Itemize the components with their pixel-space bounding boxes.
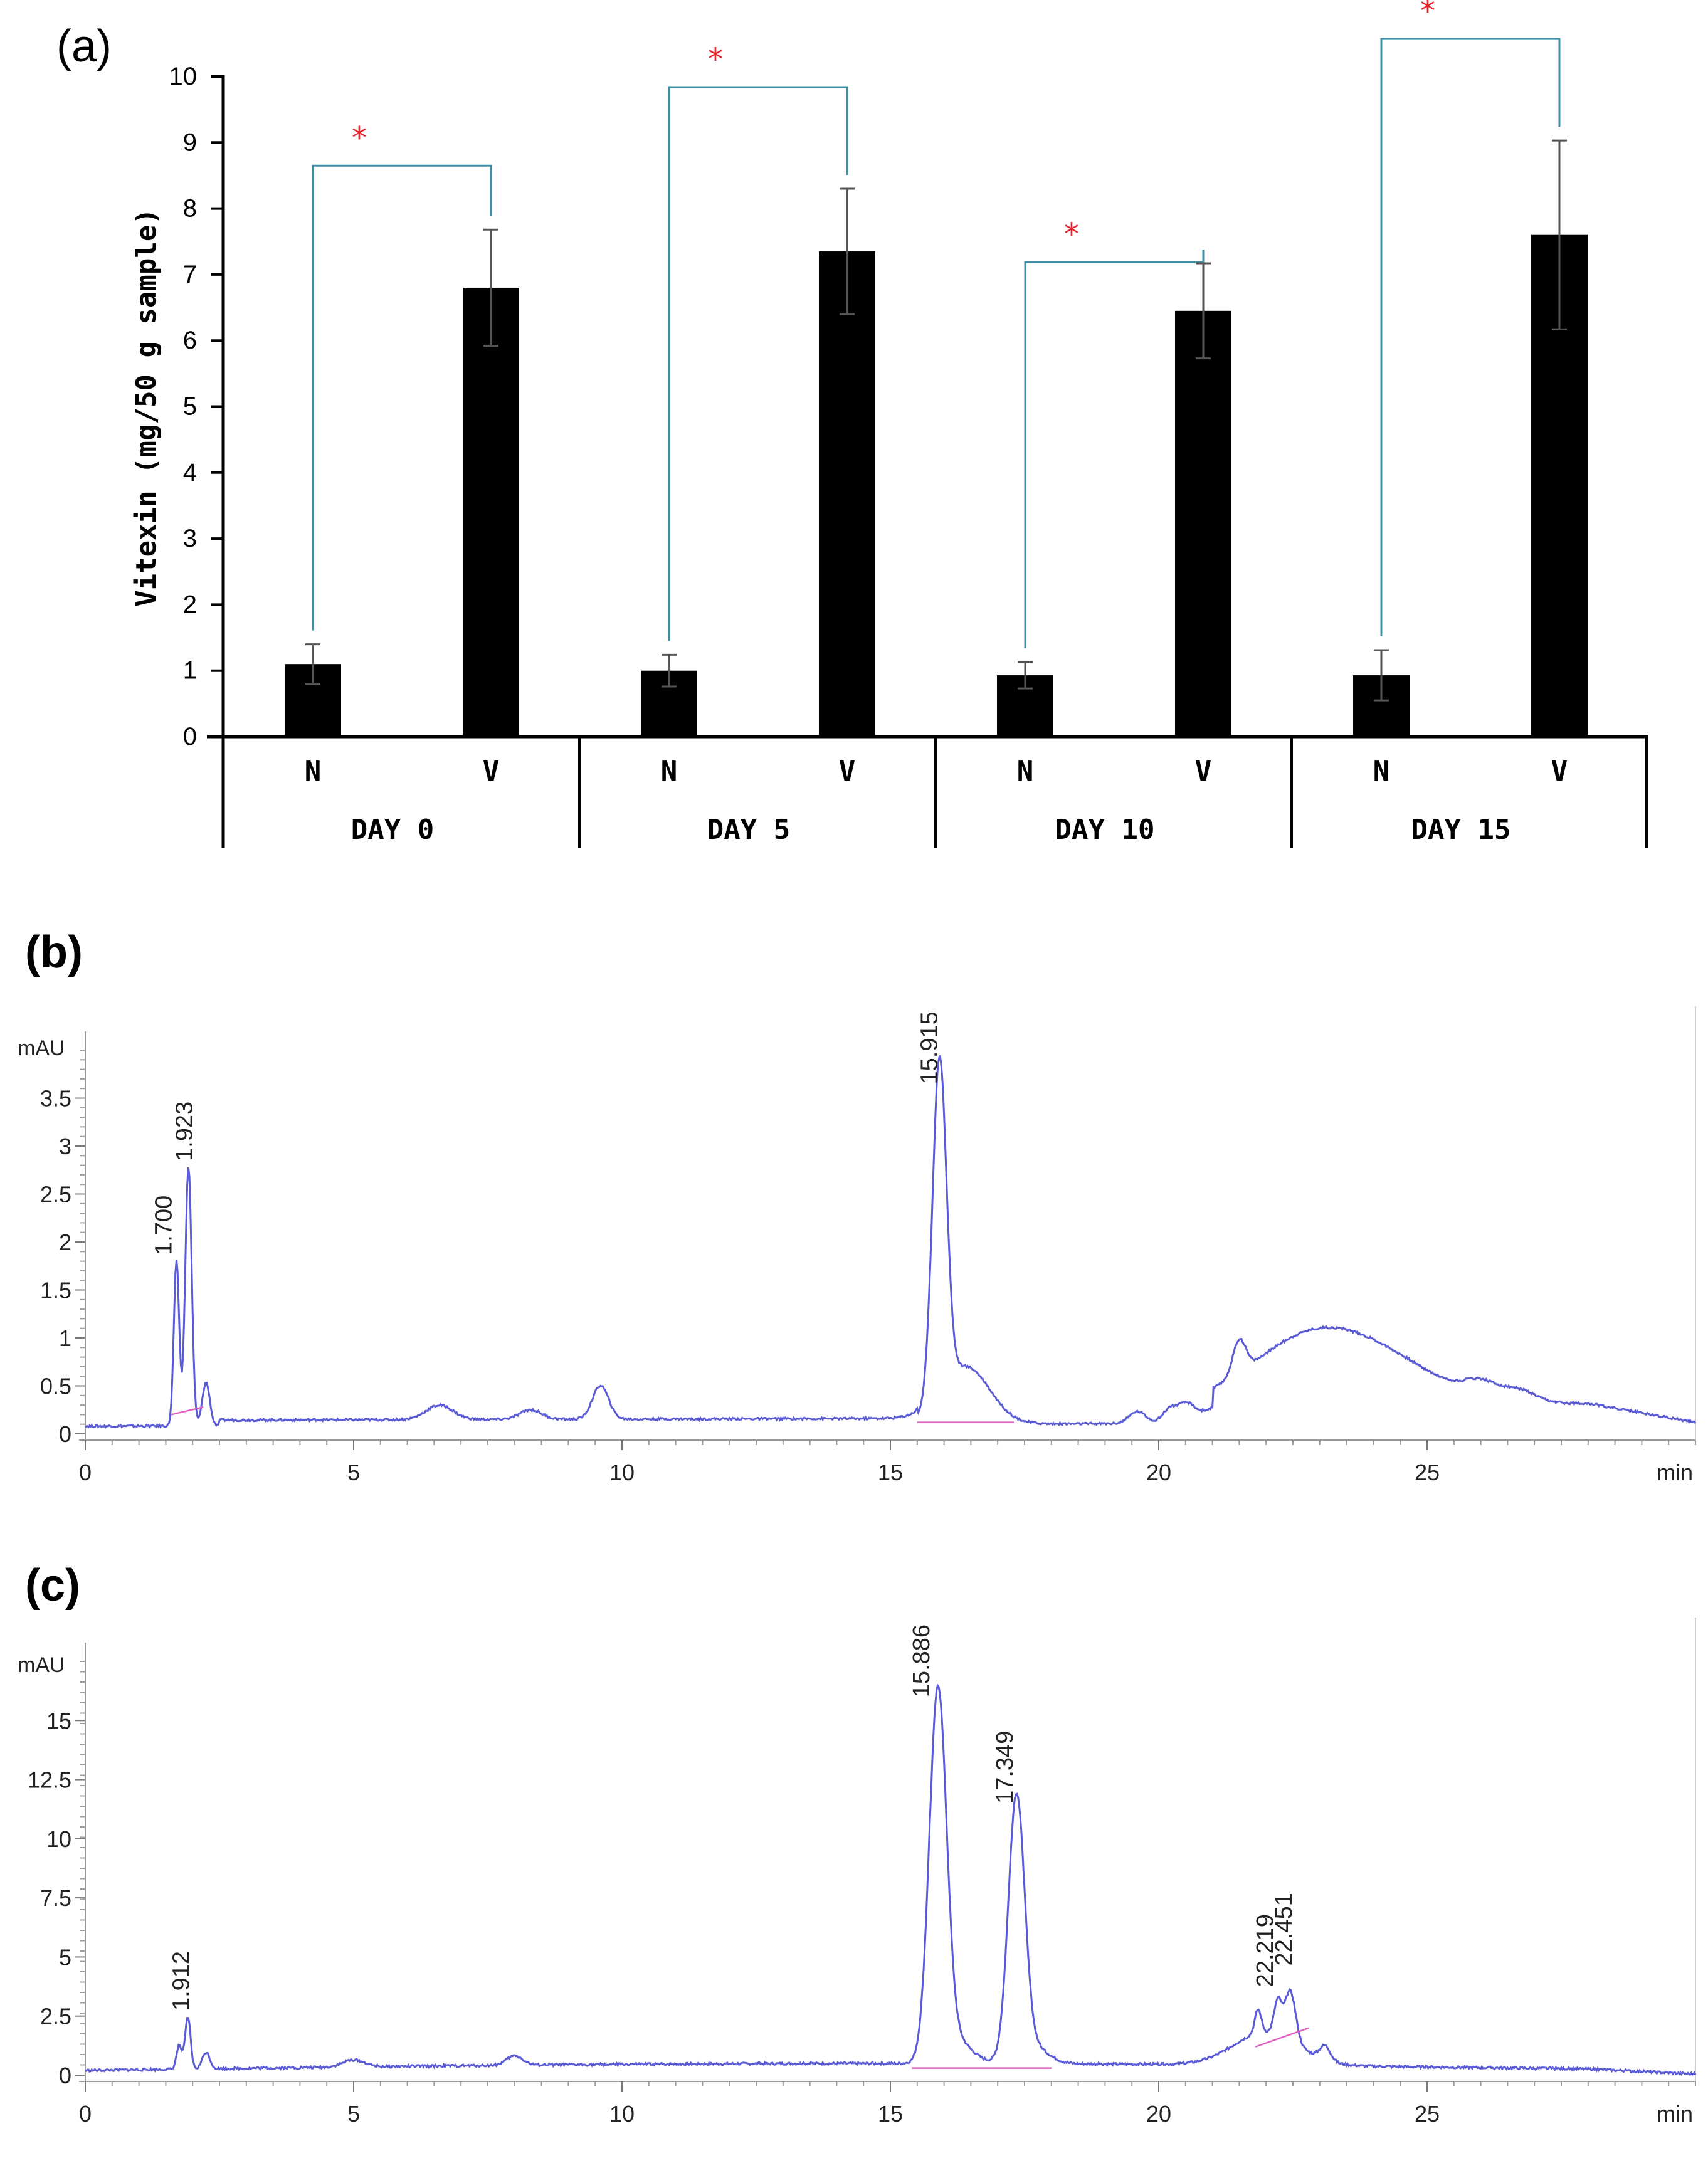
x-group-label: DAY 5 xyxy=(707,814,790,846)
panel-c-label: (c) xyxy=(25,1560,80,1611)
significance-bracket xyxy=(312,164,492,631)
x-tick-label: 10 xyxy=(609,2101,635,2127)
peak-retention-label: 15.886 xyxy=(909,1624,935,1697)
significance-marker: * xyxy=(351,120,369,155)
x-tick-label: 10 xyxy=(609,1460,635,1485)
peak-retention-label: 1.700 xyxy=(151,1196,177,1255)
x-group-label: DAY 0 xyxy=(351,814,434,846)
y-tick-label: 2 xyxy=(183,591,197,618)
y-tick-label: 0 xyxy=(59,1421,71,1447)
y-tick-label: 3 xyxy=(183,525,197,552)
bar-v-day-10 xyxy=(1175,310,1231,737)
y-axis-label: Vitexin (mg/50 g sample) xyxy=(130,208,162,607)
y-tick-label: 3.5 xyxy=(40,1086,71,1112)
y-tick-label: 4 xyxy=(183,459,197,487)
y-tick-label: 0 xyxy=(59,2063,71,2088)
y-tick-label: 15 xyxy=(46,1708,71,1734)
y-tick-label: 2.5 xyxy=(40,2004,71,2029)
peak-retention-label: 22.219 xyxy=(1252,1914,1278,1987)
x-tick-label: 20 xyxy=(1146,1460,1171,1485)
bar-v-day-0 xyxy=(463,287,519,737)
panel-b-y-unit: mAU xyxy=(18,1036,65,1060)
panel-c-y-unit: mAU xyxy=(18,1653,65,1677)
x-group-label: DAY 10 xyxy=(1055,814,1155,846)
panel-a-label: (a) xyxy=(56,21,112,71)
significance-marker: * xyxy=(1419,0,1437,29)
significance-bracket xyxy=(1380,38,1561,637)
y-tick-label: 10 xyxy=(46,1826,71,1852)
x-category-label: V xyxy=(1551,755,1568,787)
y-tick-label: 1 xyxy=(59,1325,71,1351)
y-tick-label: 8 xyxy=(183,195,197,223)
x-tick-label: 5 xyxy=(347,1460,360,1485)
y-tick-label: 7.5 xyxy=(40,1885,71,1911)
x-tick-label: 0 xyxy=(79,2101,92,2127)
x-tick-label: 0 xyxy=(79,1460,92,1485)
y-tick-label: 12.5 xyxy=(28,1767,71,1793)
bar-v-day-5 xyxy=(819,251,875,737)
x-tick-label: 15 xyxy=(878,2101,903,2127)
integration-baseline xyxy=(171,1406,204,1416)
y-tick-label: 1.5 xyxy=(40,1278,71,1303)
bar-chart-panel: (a) Vitexin (mg/50 g sample) 0 1 2 3 4 5 6 7 8 9 1… xyxy=(56,0,1648,848)
x-category-label: V xyxy=(1195,755,1212,787)
x-category-label: V xyxy=(839,755,856,787)
y-tick-label: 10 xyxy=(169,63,198,90)
x-axis-unit: min xyxy=(1657,2101,1693,2127)
x-tick-label: 5 xyxy=(347,2101,360,2127)
x-tick-label: 15 xyxy=(878,1460,903,1485)
x-tick-label: 25 xyxy=(1415,1460,1440,1485)
x-category-label: N xyxy=(1373,755,1390,787)
x-category-label: N xyxy=(305,755,322,787)
x-tick-label: 20 xyxy=(1146,2101,1171,2127)
y-tick-label: 1 xyxy=(183,657,197,685)
significance-marker: * xyxy=(707,42,725,77)
x-tick-label: 25 xyxy=(1415,2101,1440,2127)
x-axis-unit: min xyxy=(1657,1460,1693,1485)
peak-retention-label: 1.912 xyxy=(169,1951,195,2011)
peak-retention-label: 22.451 xyxy=(1271,1893,1297,1965)
x-category-label: N xyxy=(1017,755,1034,787)
integration-baseline xyxy=(1255,2027,1310,2048)
y-tick-label: 5 xyxy=(59,1944,71,1970)
y-tick-label: 7 xyxy=(183,261,197,288)
peak-retention-label: 17.349 xyxy=(992,1731,1018,1804)
y-tick-label: 6 xyxy=(183,327,197,354)
chromatogram-trace xyxy=(84,1055,1697,1429)
y-tick-label: 0.5 xyxy=(40,1374,71,1399)
y-tick-label: 3 xyxy=(59,1134,71,1159)
y-tick-label: 5 xyxy=(183,393,197,421)
y-tick-label: 2.5 xyxy=(40,1182,71,1208)
x-group-label: DAY 15 xyxy=(1411,814,1511,846)
y-tick-label: 2 xyxy=(59,1229,71,1255)
y-tick-label: 0 xyxy=(183,723,197,750)
significance-bracket xyxy=(1024,249,1205,649)
significance-bracket xyxy=(668,86,848,641)
panel-b-label: (b) xyxy=(25,927,83,977)
x-category-label: N xyxy=(661,755,678,787)
x-category-label: V xyxy=(483,755,500,787)
chromatogram-b-panel: (b) mAU 0 0.5 1 1.5 2 2.5 3 3.5 0 5 10 15 20 25 min 1.… xyxy=(18,927,1697,1485)
chromatogram-c-panel: (c) mAU 0 2.5 5 7.5 10 12.5 15 0 5 10 15 20 25 min 1.… xyxy=(18,1560,1697,2127)
peak-retention-label: 15.915 xyxy=(916,1011,942,1084)
peak-retention-label: 1.923 xyxy=(172,1102,198,1161)
significance-marker: * xyxy=(1063,217,1081,252)
chromatogram-trace xyxy=(85,1683,1697,2076)
y-tick-label: 9 xyxy=(183,129,197,156)
